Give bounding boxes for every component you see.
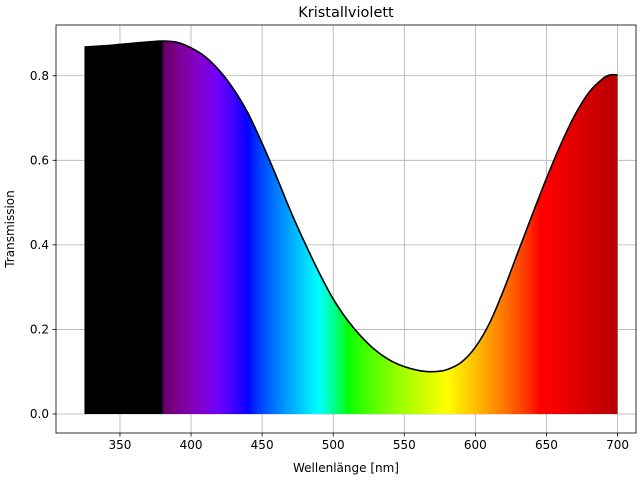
axes-frame bbox=[55, 24, 637, 434]
x-tick-label: 550 bbox=[393, 438, 416, 452]
x-tick-label: 700 bbox=[606, 438, 629, 452]
y-tick-label: 0.2 bbox=[30, 323, 49, 337]
chart-title: Kristallviolett bbox=[298, 5, 394, 21]
x-tick-label: 400 bbox=[180, 438, 203, 452]
series-line-layer bbox=[84, 40, 618, 373]
x-tick-label: 500 bbox=[322, 438, 345, 452]
y-tick-label: 0.0 bbox=[30, 407, 49, 421]
x-tick-label: 650 bbox=[535, 438, 558, 452]
x-tick-label: 450 bbox=[251, 438, 274, 452]
x-axis-label: Wellenlänge [nm] bbox=[293, 461, 399, 475]
y-axis-label: Transmission bbox=[3, 190, 17, 269]
transmission-line bbox=[84, 40, 618, 373]
y-tick-label: 0.8 bbox=[30, 69, 49, 83]
ticks: 350 400 450 500 550 600 650 700 0.0 0.2 0.4 0.6 0.8 bbox=[30, 69, 629, 452]
x-tick-label: 600 bbox=[464, 438, 487, 452]
spectrum-area bbox=[84, 41, 618, 414]
plot-area bbox=[84, 41, 618, 414]
y-tick-label: 0.6 bbox=[30, 153, 49, 167]
y-tick-label: 0.4 bbox=[30, 238, 49, 252]
x-tick-label: 350 bbox=[109, 438, 132, 452]
